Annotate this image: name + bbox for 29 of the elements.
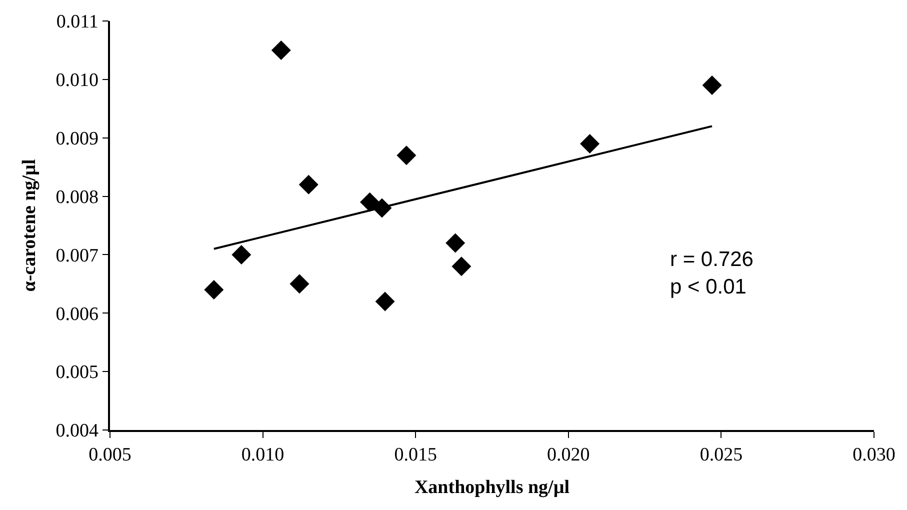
y-tick-label: 0.007 [56,245,98,266]
point [702,76,722,96]
point [290,274,310,294]
y-tick-label: 0.011 [56,12,98,33]
point [452,256,472,276]
x-tick-label: 0.025 [700,444,743,466]
y-tick-label: 0.006 [56,304,98,325]
x-tick-label: 0.010 [241,444,284,466]
point [204,280,224,300]
x-axis-title: Xanthophylls ng/µl [414,476,570,498]
y-tick-label: 0.009 [56,128,98,150]
y-tick-label: 0.010 [56,70,98,92]
y-tick-label: 0.005 [56,362,98,384]
y-axis-title: α-carotene ng/µl [19,159,40,292]
x-tick-label: 0.015 [394,444,437,466]
y-tick-label: 0.008 [56,186,98,208]
point [271,40,291,60]
point [446,233,466,253]
point [580,134,600,154]
y-tick-label: 0.004 [56,420,99,442]
point [375,292,395,312]
point [396,146,416,166]
point [360,192,380,212]
annotation: r = 0.726 p < 0.01 [670,248,754,298]
x-tick-label: 0.030 [852,444,896,466]
point [298,174,318,194]
x-tick-label: 0.020 [547,444,590,466]
point [232,244,252,264]
x-tick-label: 0.005 [88,444,132,466]
